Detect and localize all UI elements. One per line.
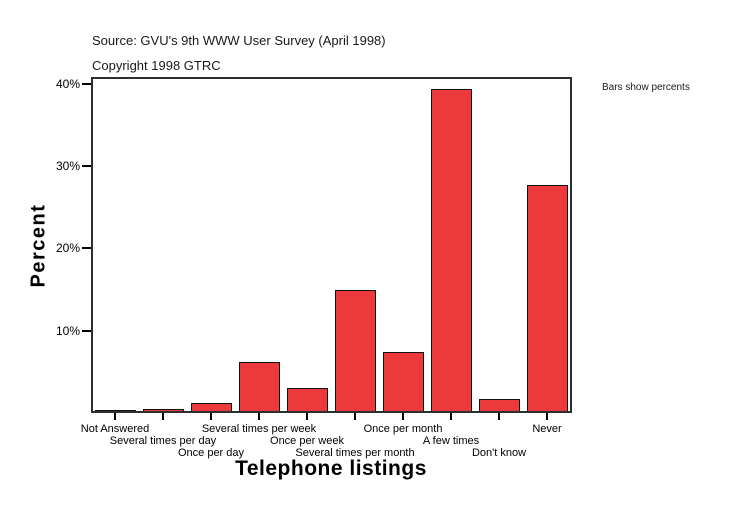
y-tick-mark [82,164,91,167]
bar-several-times-per-month [334,289,376,411]
bar-once-per-week [286,387,328,411]
bar-never [526,185,568,411]
bar-several-times-per-week [238,362,280,411]
x-tick-mark [162,413,164,420]
x-tick-label-once-per-week: Once per week [270,434,344,447]
chart-source-text: Source: GVU's 9th WWW User Survey (April… [92,33,386,48]
y-tick-mark [82,329,91,332]
bars-show-percents-note: Bars show percents [602,82,690,93]
x-axis-title: Telephone listings [235,457,427,480]
y-tick-label: 40% [55,76,80,91]
bar-don-t-know [478,398,520,411]
x-tick-mark [114,413,116,420]
x-tick-label-once-per-month: Once per month [363,422,443,435]
x-tick-label-a-few-times: A few times [422,434,480,447]
y-tick-mark [82,82,91,85]
chart-copyright-text: Copyright 1998 GTRC [92,58,221,73]
bar-a-few-times [430,88,472,411]
plot-area [91,77,572,413]
y-tick-label: 20% [55,241,80,256]
x-tick-label-never: Never [532,422,562,435]
x-tick-label-don-t-know: Don't know [471,446,527,459]
x-tick-mark [354,413,356,420]
x-tick-label-several-times-per-week: Several times per week [201,422,317,435]
x-tick-label-once-per-day: Once per day [177,446,245,459]
x-tick-mark [450,413,452,420]
y-tick-label: 10% [55,323,80,338]
bar-not-answered [94,410,136,412]
bar-once-per-day [190,402,232,411]
x-tick-label-not-answered: Not Answered [80,422,150,435]
x-tick-mark [498,413,500,420]
y-tick-label: 30% [55,158,80,173]
x-tick-mark [210,413,212,420]
x-tick-label-several-times-per-month: Several times per month [295,446,415,459]
y-axis-title: Percent [27,203,50,288]
x-tick-mark [258,413,260,420]
y-tick-mark [82,247,91,250]
bar-once-per-month [382,351,424,411]
x-tick-mark [546,413,548,420]
bar-several-times-per-day [142,408,184,411]
x-tick-mark [306,413,308,420]
x-tick-mark [402,413,404,420]
x-tick-label-several-times-per-day: Several times per day [109,434,217,447]
